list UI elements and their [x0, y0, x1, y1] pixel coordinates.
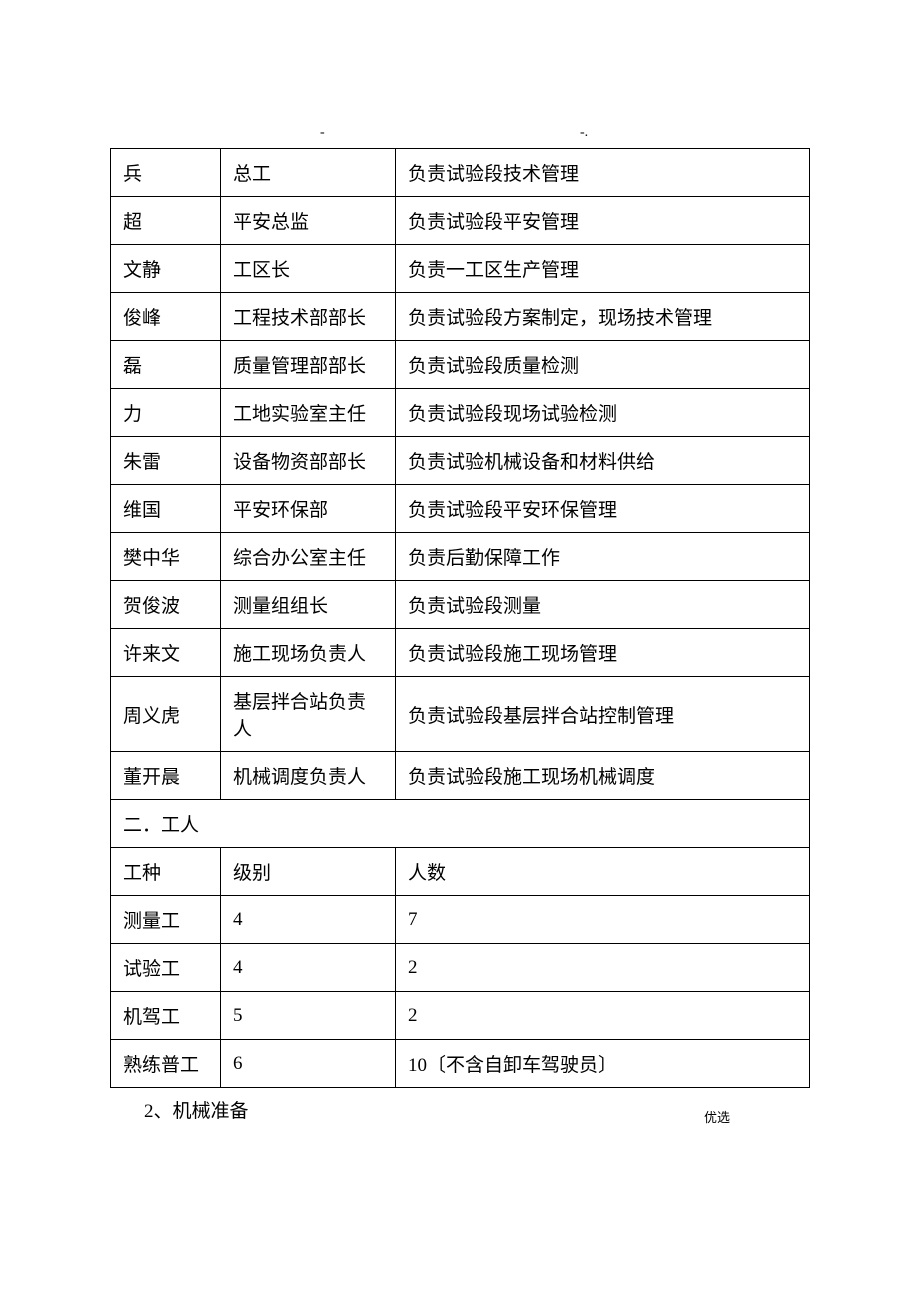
table-row: 周义虎基层拌合站负责人负责试验段基层拌合站控制管理	[111, 677, 810, 752]
cell-duty: 负责试验段测量	[396, 581, 810, 629]
cell-role: 总工	[221, 149, 396, 197]
cell-duty: 负责试验段基层拌合站控制管理	[396, 677, 810, 752]
cell-duty: 负责试验段质量检测	[396, 341, 810, 389]
table-row: 朱雷设备物资部部长负责试验机械设备和材料供给	[111, 437, 810, 485]
table-row: 樊中华综合办公室主任负责后勤保障工作	[111, 533, 810, 581]
cell-duty: 负责试验段平安管理	[396, 197, 810, 245]
cell-name: 许来文	[111, 629, 221, 677]
worker-type: 试验工	[111, 944, 221, 992]
table-row: 维国平安环保部负责试验段平安环保管理	[111, 485, 810, 533]
worker-row: 机驾工52	[111, 992, 810, 1040]
worker-header-row: 工种级别人数	[111, 848, 810, 896]
cell-name: 维国	[111, 485, 221, 533]
worker-type: 熟练普工	[111, 1040, 221, 1088]
page-container: 兵总工负责试验段技术管理超平安总监负责试验段平安管理文静工区长负责一工区生产管理…	[0, 0, 920, 1123]
worker-row: 测量工47	[111, 896, 810, 944]
table-row: 力工地实验室主任负责试验段现场试验检测	[111, 389, 810, 437]
cell-name: 俊峰	[111, 293, 221, 341]
table-row: 许来文施工现场负责人负责试验段施工现场管理	[111, 629, 810, 677]
cell-name: 贺俊波	[111, 581, 221, 629]
cell-role: 质量管理部部长	[221, 341, 396, 389]
cell-name: 兵	[111, 149, 221, 197]
worker-type: 机驾工	[111, 992, 221, 1040]
table-row: 贺俊波测量组组长负责试验段测量	[111, 581, 810, 629]
worker-header-count: 人数	[396, 848, 810, 896]
cell-role: 测量组组长	[221, 581, 396, 629]
cell-name: 朱雷	[111, 437, 221, 485]
table-row: 俊峰工程技术部部长负责试验段方案制定，现场技术管理	[111, 293, 810, 341]
table-row: 董开晨机械调度负责人负责试验段施工现场机械调度	[111, 752, 810, 800]
worker-header-type: 工种	[111, 848, 221, 896]
cell-role: 平安环保部	[221, 485, 396, 533]
worker-header-level: 级别	[221, 848, 396, 896]
cell-role: 基层拌合站负责人	[221, 677, 396, 752]
table-row: 磊质量管理部部长负责试验段质量检测	[111, 341, 810, 389]
cell-duty: 负责试验段施工现场机械调度	[396, 752, 810, 800]
worker-count: 2	[396, 944, 810, 992]
cell-name: 超	[111, 197, 221, 245]
cell-name: 樊中华	[111, 533, 221, 581]
cell-duty: 负责试验段技术管理	[396, 149, 810, 197]
worker-count: 7	[396, 896, 810, 944]
cell-duty: 负责一工区生产管理	[396, 245, 810, 293]
worker-count: 2	[396, 992, 810, 1040]
section-header-cell: 二．工人	[111, 800, 810, 848]
footer-text: 优选	[704, 1107, 730, 1126]
footer-dash: -	[235, 1107, 240, 1123]
worker-row: 熟练普工610〔不含自卸车驾驶员〕	[111, 1040, 810, 1088]
worker-level: 6	[221, 1040, 396, 1088]
cell-duty: 负责试验段平安环保管理	[396, 485, 810, 533]
table-row: 超平安总监负责试验段平安管理	[111, 197, 810, 245]
cell-role: 工地实验室主任	[221, 389, 396, 437]
header-dash-left: -	[320, 125, 325, 141]
cell-role: 施工现场负责人	[221, 629, 396, 677]
section-header-row: 二．工人	[111, 800, 810, 848]
cell-duty: 负责后勤保障工作	[396, 533, 810, 581]
cell-duty: 负责试验段方案制定，现场技术管理	[396, 293, 810, 341]
cell-role: 机械调度负责人	[221, 752, 396, 800]
worker-type: 测量工	[111, 896, 221, 944]
cell-name: 董开晨	[111, 752, 221, 800]
worker-level: 5	[221, 992, 396, 1040]
cell-role: 平安总监	[221, 197, 396, 245]
main-table: 兵总工负责试验段技术管理超平安总监负责试验段平安管理文静工区长负责一工区生产管理…	[110, 148, 810, 1088]
worker-row: 试验工42	[111, 944, 810, 992]
cell-role: 综合办公室主任	[221, 533, 396, 581]
table-row: 兵总工负责试验段技术管理	[111, 149, 810, 197]
cell-role: 设备物资部部长	[221, 437, 396, 485]
cell-duty: 负责试验段现场试验检测	[396, 389, 810, 437]
worker-level: 4	[221, 944, 396, 992]
cell-name: 文静	[111, 245, 221, 293]
cell-role: 工程技术部部长	[221, 293, 396, 341]
cell-name: 力	[111, 389, 221, 437]
cell-duty: 负责试验机械设备和材料供给	[396, 437, 810, 485]
worker-count: 10〔不含自卸车驾驶员〕	[396, 1040, 810, 1088]
table-row: 文静工区长负责一工区生产管理	[111, 245, 810, 293]
worker-level: 4	[221, 896, 396, 944]
cell-name: 磊	[111, 341, 221, 389]
cell-name: 周义虎	[111, 677, 221, 752]
cell-role: 工区长	[221, 245, 396, 293]
cell-duty: 负责试验段施工现场管理	[396, 629, 810, 677]
header-dash-right: -.	[580, 125, 588, 141]
